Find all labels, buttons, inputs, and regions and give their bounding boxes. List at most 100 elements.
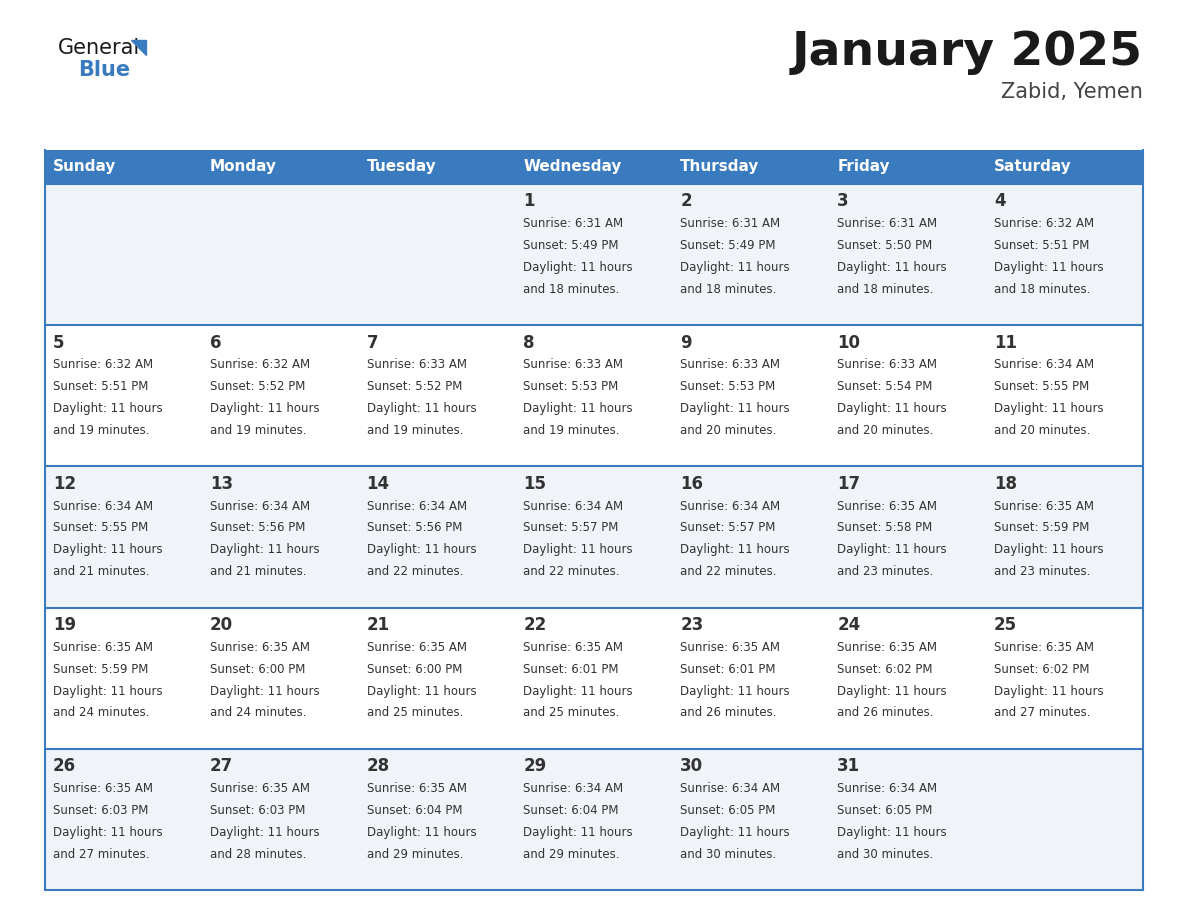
Text: Daylight: 11 hours: Daylight: 11 hours (994, 261, 1104, 274)
Text: Sunrise: 6:34 AM: Sunrise: 6:34 AM (524, 499, 624, 512)
Text: Sunrise: 6:34 AM: Sunrise: 6:34 AM (681, 499, 781, 512)
Bar (516, 150, 672, 184)
Text: Daylight: 11 hours: Daylight: 11 hours (681, 402, 790, 415)
Text: Sunset: 5:58 PM: Sunset: 5:58 PM (838, 521, 933, 534)
Text: Daylight: 11 hours: Daylight: 11 hours (367, 826, 476, 839)
Bar (45, 466, 202, 608)
Bar (672, 466, 829, 608)
Text: Daylight: 11 hours: Daylight: 11 hours (838, 543, 947, 556)
Text: Wednesday: Wednesday (524, 160, 621, 174)
Text: and 18 minutes.: and 18 minutes. (994, 283, 1091, 296)
Text: Daylight: 11 hours: Daylight: 11 hours (52, 543, 163, 556)
Text: Sunset: 6:01 PM: Sunset: 6:01 PM (681, 663, 776, 676)
Text: Daylight: 11 hours: Daylight: 11 hours (210, 402, 320, 415)
Text: 2: 2 (681, 193, 691, 210)
Text: Sunset: 5:57 PM: Sunset: 5:57 PM (524, 521, 619, 534)
Text: Sunset: 5:57 PM: Sunset: 5:57 PM (681, 521, 776, 534)
Text: Daylight: 11 hours: Daylight: 11 hours (524, 685, 633, 698)
Text: and 30 minutes.: and 30 minutes. (838, 847, 934, 861)
Text: 13: 13 (210, 475, 233, 493)
Text: Daylight: 11 hours: Daylight: 11 hours (52, 826, 163, 839)
Text: and 18 minutes.: and 18 minutes. (524, 283, 620, 296)
Text: Sunrise: 6:35 AM: Sunrise: 6:35 AM (838, 641, 937, 654)
Text: Daylight: 11 hours: Daylight: 11 hours (681, 543, 790, 556)
Text: Daylight: 11 hours: Daylight: 11 hours (367, 543, 476, 556)
Bar (516, 184, 672, 325)
Text: Daylight: 11 hours: Daylight: 11 hours (367, 685, 476, 698)
Text: 28: 28 (367, 757, 390, 776)
Text: Daylight: 11 hours: Daylight: 11 hours (210, 826, 320, 839)
Text: Thursday: Thursday (681, 160, 759, 174)
Text: Sunrise: 6:35 AM: Sunrise: 6:35 AM (994, 641, 1094, 654)
Text: Sunset: 5:53 PM: Sunset: 5:53 PM (524, 380, 619, 393)
Bar (986, 184, 1143, 325)
Text: 5: 5 (52, 333, 64, 352)
Text: Sunrise: 6:34 AM: Sunrise: 6:34 AM (838, 782, 937, 795)
Text: 19: 19 (52, 616, 76, 634)
Text: Sunrise: 6:35 AM: Sunrise: 6:35 AM (524, 641, 624, 654)
Text: Sunset: 5:59 PM: Sunset: 5:59 PM (994, 521, 1089, 534)
Text: and 25 minutes.: and 25 minutes. (524, 707, 620, 720)
Text: Sunset: 5:53 PM: Sunset: 5:53 PM (681, 380, 776, 393)
Polygon shape (131, 40, 146, 55)
Text: and 22 minutes.: and 22 minutes. (367, 565, 463, 578)
Text: Sunset: 6:03 PM: Sunset: 6:03 PM (210, 804, 305, 817)
Text: Sunset: 5:54 PM: Sunset: 5:54 PM (838, 380, 933, 393)
Text: Sunrise: 6:35 AM: Sunrise: 6:35 AM (367, 782, 467, 795)
Bar (986, 150, 1143, 184)
Text: Daylight: 11 hours: Daylight: 11 hours (994, 543, 1104, 556)
Text: 12: 12 (52, 475, 76, 493)
Text: and 26 minutes.: and 26 minutes. (681, 707, 777, 720)
Bar (829, 150, 986, 184)
Bar (202, 325, 359, 466)
Text: Sunset: 5:59 PM: Sunset: 5:59 PM (52, 663, 148, 676)
Bar (672, 749, 829, 890)
Text: 30: 30 (681, 757, 703, 776)
Bar (672, 150, 829, 184)
Text: Daylight: 11 hours: Daylight: 11 hours (210, 543, 320, 556)
Text: Sunrise: 6:34 AM: Sunrise: 6:34 AM (994, 358, 1094, 372)
Text: Sunrise: 6:33 AM: Sunrise: 6:33 AM (681, 358, 781, 372)
Text: January 2025: January 2025 (792, 30, 1143, 75)
Text: Daylight: 11 hours: Daylight: 11 hours (994, 685, 1104, 698)
Bar (202, 749, 359, 890)
Text: Daylight: 11 hours: Daylight: 11 hours (524, 826, 633, 839)
Text: Sunrise: 6:35 AM: Sunrise: 6:35 AM (52, 782, 153, 795)
Text: Sunset: 6:04 PM: Sunset: 6:04 PM (524, 804, 619, 817)
Text: and 28 minutes.: and 28 minutes. (210, 847, 307, 861)
Text: and 22 minutes.: and 22 minutes. (681, 565, 777, 578)
Text: 31: 31 (838, 757, 860, 776)
Bar (516, 325, 672, 466)
Text: 26: 26 (52, 757, 76, 776)
Text: and 23 minutes.: and 23 minutes. (838, 565, 934, 578)
Text: Daylight: 11 hours: Daylight: 11 hours (838, 402, 947, 415)
Text: and 24 minutes.: and 24 minutes. (52, 707, 150, 720)
Text: and 30 minutes.: and 30 minutes. (681, 847, 777, 861)
Text: Daylight: 11 hours: Daylight: 11 hours (994, 402, 1104, 415)
Bar (829, 466, 986, 608)
Text: and 20 minutes.: and 20 minutes. (994, 424, 1091, 437)
Bar (359, 749, 516, 890)
Text: 9: 9 (681, 333, 691, 352)
Text: Saturday: Saturday (994, 160, 1072, 174)
Text: and 18 minutes.: and 18 minutes. (681, 283, 777, 296)
Text: Daylight: 11 hours: Daylight: 11 hours (52, 685, 163, 698)
Bar (829, 184, 986, 325)
Text: Sunrise: 6:31 AM: Sunrise: 6:31 AM (524, 218, 624, 230)
Text: Sunset: 5:56 PM: Sunset: 5:56 PM (367, 521, 462, 534)
Text: Daylight: 11 hours: Daylight: 11 hours (367, 402, 476, 415)
Text: Sunset: 5:51 PM: Sunset: 5:51 PM (52, 380, 148, 393)
Text: Sunrise: 6:33 AM: Sunrise: 6:33 AM (524, 358, 624, 372)
Text: Sunrise: 6:35 AM: Sunrise: 6:35 AM (838, 499, 937, 512)
Text: Sunset: 6:00 PM: Sunset: 6:00 PM (367, 663, 462, 676)
Text: 14: 14 (367, 475, 390, 493)
Text: Sunrise: 6:33 AM: Sunrise: 6:33 AM (838, 358, 937, 372)
Text: Sunrise: 6:35 AM: Sunrise: 6:35 AM (681, 641, 781, 654)
Text: Sunrise: 6:34 AM: Sunrise: 6:34 AM (681, 782, 781, 795)
Text: Sunset: 5:52 PM: Sunset: 5:52 PM (210, 380, 305, 393)
Text: Sunset: 5:49 PM: Sunset: 5:49 PM (681, 239, 776, 252)
Text: Sunrise: 6:35 AM: Sunrise: 6:35 AM (367, 641, 467, 654)
Text: Sunrise: 6:34 AM: Sunrise: 6:34 AM (524, 782, 624, 795)
Text: and 19 minutes.: and 19 minutes. (210, 424, 307, 437)
Text: Sunset: 6:00 PM: Sunset: 6:00 PM (210, 663, 305, 676)
